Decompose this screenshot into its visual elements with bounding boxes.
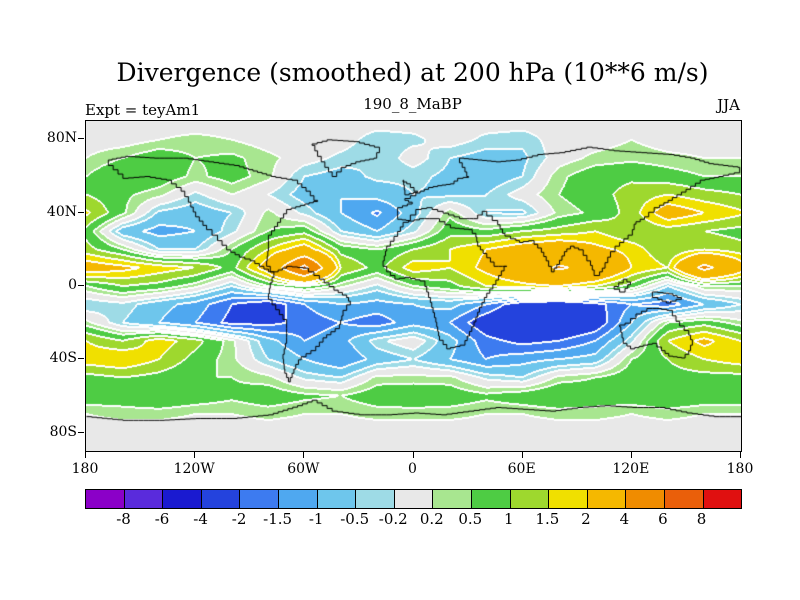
colorbar-label: -8 [116,510,131,528]
lon-tick-label: 120E [612,461,650,477]
lon-tick-mark [85,452,86,458]
lon-tick-mark [303,452,305,458]
colorbar-label: 4 [619,510,630,528]
colorbar-segment [240,490,279,508]
figure-title: Divergence (smoothed) at 200 hPa (10**6 … [116,58,709,87]
colorbar-segment [471,490,511,508]
lat-tick-label: 0 [68,277,77,293]
lat-tick-mark [78,358,84,360]
colorbar-segment [626,490,665,508]
season-label: JJA [717,96,740,114]
lon-tick-mark [412,452,414,458]
lon-tick-label: 60E [507,461,536,477]
lat-tick-label: 40S [49,350,77,367]
lon-tick-label: 180 [726,461,754,477]
lat-tick-mark [78,211,84,213]
colorbar-label: 8 [696,510,707,528]
colorbar-segment [549,490,588,508]
colorbar-label: 2 [581,510,591,528]
colorbar [85,489,742,509]
colorbar-label: -0.5 [340,510,370,528]
lon-tick-label: 120W [173,461,215,477]
colorbar-label: 0.5 [458,510,483,528]
colorbar-label: 1.5 [535,510,560,528]
lon-tick-mark [740,452,741,458]
colorbar-label: 6 [658,510,668,528]
colorbar-segment [433,490,472,508]
colorbar-label: 1 [504,510,514,528]
lon-tick-label: 0 [408,461,417,477]
colorbar-label: -1.5 [263,510,293,528]
colorbar-segment [394,490,434,508]
colorbar-segment [278,490,318,508]
lat-tick-label: 80S [49,423,77,440]
colorbar-segment [587,490,627,508]
colorbar-segment [163,490,202,508]
contour-map-canvas [86,121,741,451]
colorbar-segment [86,490,125,508]
lat-tick-mark [78,285,84,286]
lat-tick-mark [78,138,84,140]
colorbar-label: -4 [193,510,208,528]
colorbar-label: -0.2 [378,510,408,528]
colorbar-segment [317,490,357,508]
colorbar-segment [124,490,164,508]
lon-tick-label: 60W [287,461,320,477]
lon-tick-label: 180 [71,461,99,477]
experiment-label: Expt = teyAm1 [85,101,201,119]
lat-tick-label: 80N [46,130,77,147]
colorbar-segment [703,490,742,508]
run-label: 190_8_MaBP [363,95,462,113]
colorbar-label: -6 [154,510,170,528]
lon-tick-mark [521,452,523,458]
colorbar-segment [664,490,704,508]
colorbar-label: -1 [308,510,324,528]
lat-tick-mark [78,431,84,433]
lon-tick-mark [194,452,196,458]
colorbar-label: -2 [231,510,247,528]
map-frame [85,120,742,452]
lat-tick-label: 40N [46,203,77,220]
colorbar-label: 0.2 [419,510,444,528]
lon-tick-mark [630,452,632,458]
colorbar-segment [356,490,395,508]
colorbar-segment [510,490,550,508]
colorbar-segment [201,490,241,508]
